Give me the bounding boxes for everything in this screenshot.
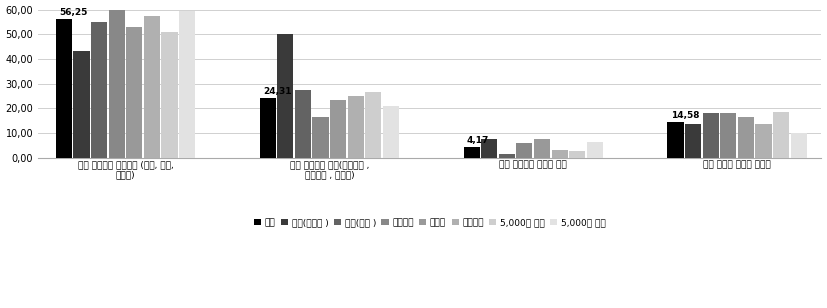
Bar <box>499 154 515 158</box>
Bar <box>667 122 684 158</box>
Bar <box>534 139 550 158</box>
Bar <box>179 11 195 158</box>
Bar <box>144 16 160 158</box>
Bar <box>516 143 533 158</box>
Text: 14,58: 14,58 <box>671 111 699 120</box>
Bar <box>347 96 364 158</box>
Bar <box>791 133 807 158</box>
Bar <box>552 150 567 158</box>
Bar <box>383 106 399 158</box>
Text: 24,31: 24,31 <box>263 87 291 95</box>
Bar <box>91 22 108 158</box>
Bar <box>703 113 719 158</box>
Bar <box>277 34 294 158</box>
Bar <box>108 10 125 158</box>
Bar <box>685 124 701 158</box>
Bar <box>295 90 311 158</box>
Bar <box>260 98 275 158</box>
Bar <box>161 32 178 158</box>
Bar <box>773 112 789 158</box>
Legend: 전체, 일반(국공립 ), 일반(사립 ), 전문대학, 수도권, 비수도권, 5,000명 미만, 5,000명 이상: 전체, 일반(국공립 ), 일반(사립 ), 전문대학, 수도권, 비수도권, … <box>254 218 606 227</box>
Bar <box>738 117 754 158</box>
Bar <box>586 142 603 158</box>
Bar <box>330 99 347 158</box>
Bar <box>481 139 497 158</box>
Bar <box>366 92 381 158</box>
Bar <box>74 51 89 158</box>
Bar <box>55 19 72 158</box>
Bar <box>464 147 480 158</box>
Bar <box>755 124 772 158</box>
Text: 56,25: 56,25 <box>59 8 88 17</box>
Text: 4,17: 4,17 <box>466 136 489 145</box>
Bar <box>127 27 142 158</box>
Bar <box>720 113 736 158</box>
Bar <box>569 152 586 158</box>
Bar <box>313 117 328 158</box>
